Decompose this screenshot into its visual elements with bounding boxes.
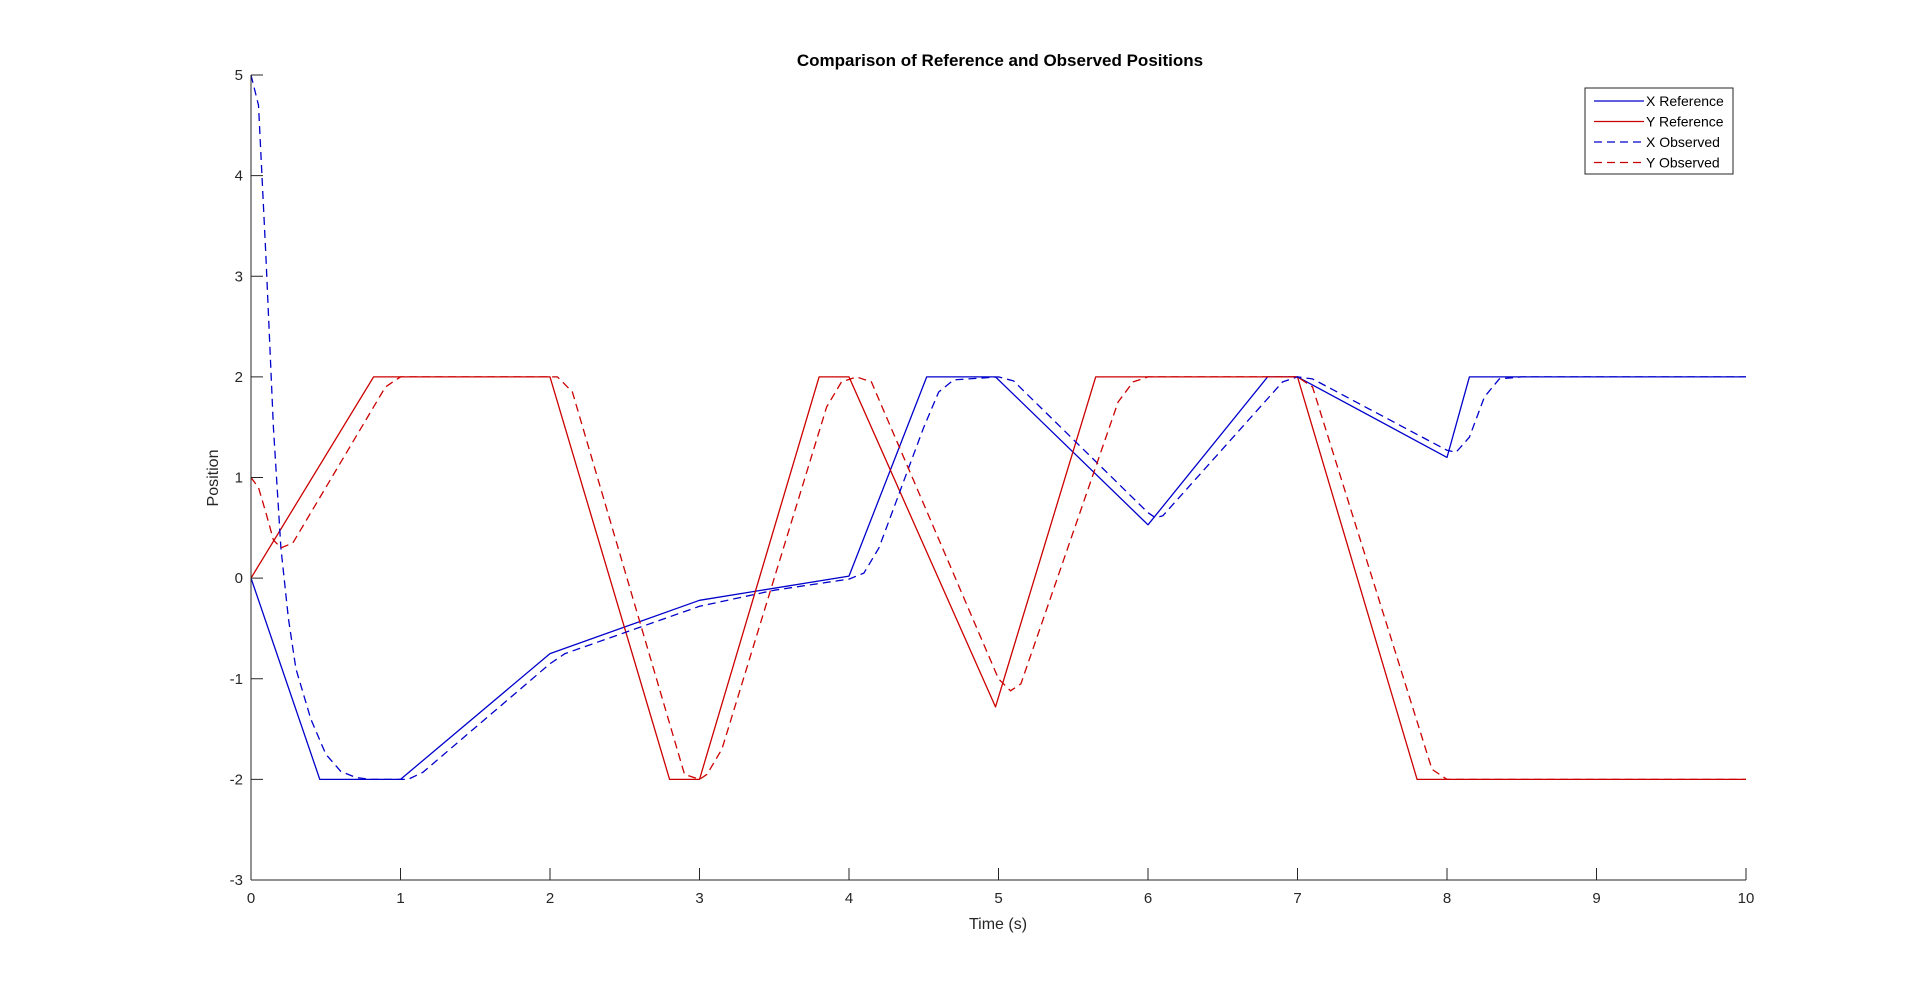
x-tick-label: 5 (994, 890, 1002, 907)
x-tick-label: 1 (396, 890, 404, 907)
chart-title: Comparison of Reference and Observed Pos… (797, 51, 1203, 70)
y-tick-label: 4 (235, 168, 243, 185)
x-tick-label: 7 (1293, 890, 1301, 907)
legend: X Reference Y Reference X Observed Y Observ… (1585, 88, 1733, 174)
legend-label: Y Reference (1646, 114, 1724, 130)
x-axis-label: Time (s) (969, 916, 1027, 933)
y-tick-label: 0 (235, 570, 243, 587)
x-tick-label: 6 (1144, 890, 1152, 907)
y-axis-label: Position (205, 450, 222, 507)
y-tick-label: -2 (230, 771, 243, 788)
x-tick-label: 10 (1738, 890, 1755, 907)
x-tick-label: 9 (1592, 890, 1600, 907)
x-tick-label: 4 (845, 890, 853, 907)
y-tick-label: -1 (230, 671, 243, 688)
legend-label: Y Observed (1646, 155, 1720, 171)
legend-label: X Observed (1646, 134, 1720, 150)
x-tick-label: 0 (247, 890, 255, 907)
legend-label: X Reference (1646, 93, 1724, 109)
y-tick-label: 3 (235, 268, 243, 285)
x-tick-label: 8 (1443, 890, 1451, 907)
y-tick-label: 5 (235, 67, 243, 84)
y-tick-label: 1 (235, 470, 243, 487)
x-tick-label: 3 (695, 890, 703, 907)
y-tick-label: -3 (230, 872, 243, 889)
x-tick-label: 2 (546, 890, 554, 907)
y-tick-label: 2 (235, 369, 243, 386)
